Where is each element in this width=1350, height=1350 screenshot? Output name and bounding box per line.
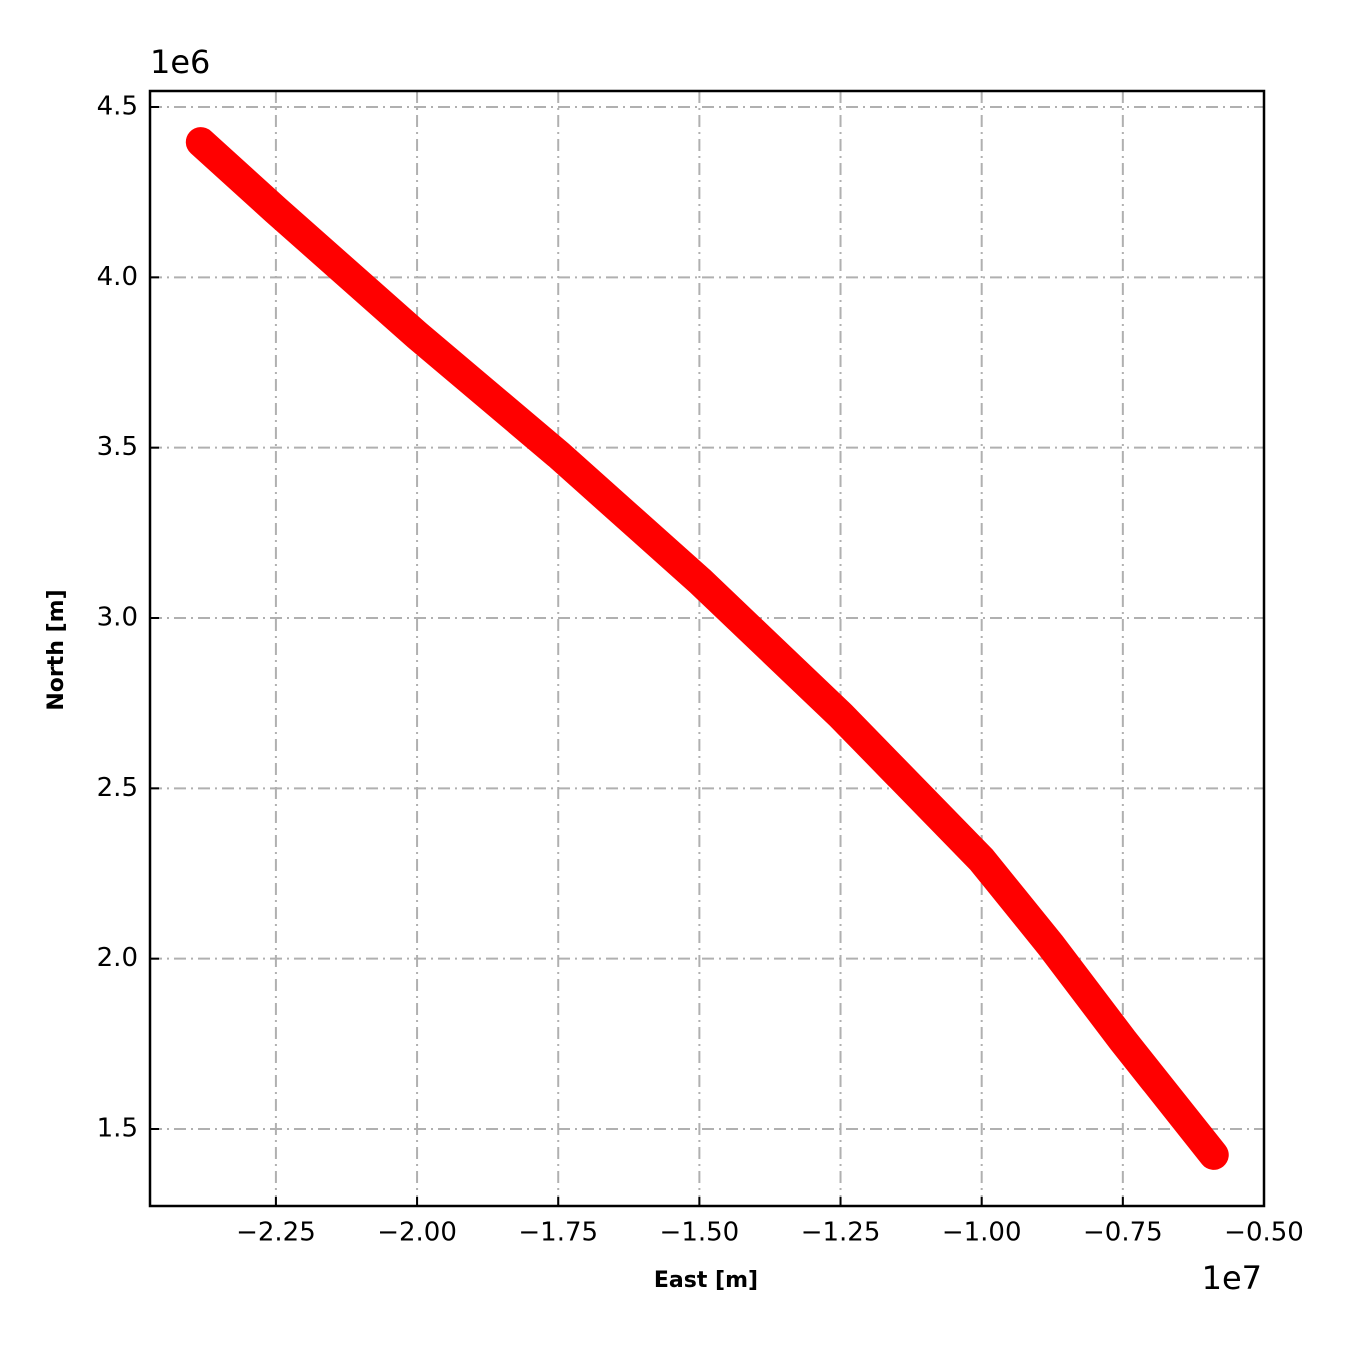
y-tick-label: 4.5 bbox=[97, 92, 138, 122]
x-tick-label: −2.00 bbox=[377, 1218, 457, 1248]
data-line bbox=[185, 127, 1229, 1170]
x-tick-label: −1.00 bbox=[942, 1218, 1022, 1248]
x-tick-label: −0.50 bbox=[1224, 1218, 1304, 1248]
y-tick-label: 3.5 bbox=[97, 432, 138, 462]
x-tick-label: −1.75 bbox=[518, 1218, 598, 1248]
x-tick-label: −2.25 bbox=[236, 1218, 316, 1248]
y-tick-label: 3.0 bbox=[97, 603, 138, 633]
x-tick-label: −1.25 bbox=[801, 1218, 881, 1248]
plot-frame bbox=[148, 89, 1266, 1208]
x-offset-label: 1e7 bbox=[1202, 1259, 1262, 1297]
x-tick-label: −1.50 bbox=[660, 1218, 740, 1248]
y-tick-label: 2.5 bbox=[97, 773, 138, 803]
x-tick-label: −0.75 bbox=[1083, 1218, 1163, 1248]
x-axis-label: East [m] bbox=[654, 1268, 758, 1293]
y-tick-label: 4.0 bbox=[97, 262, 138, 292]
y-offset-label: 1e6 bbox=[150, 43, 210, 81]
y-tick-label: 1.5 bbox=[97, 1114, 138, 1144]
y-axis-label: North [m] bbox=[44, 589, 69, 710]
y-tick-label: 2.0 bbox=[97, 943, 138, 973]
